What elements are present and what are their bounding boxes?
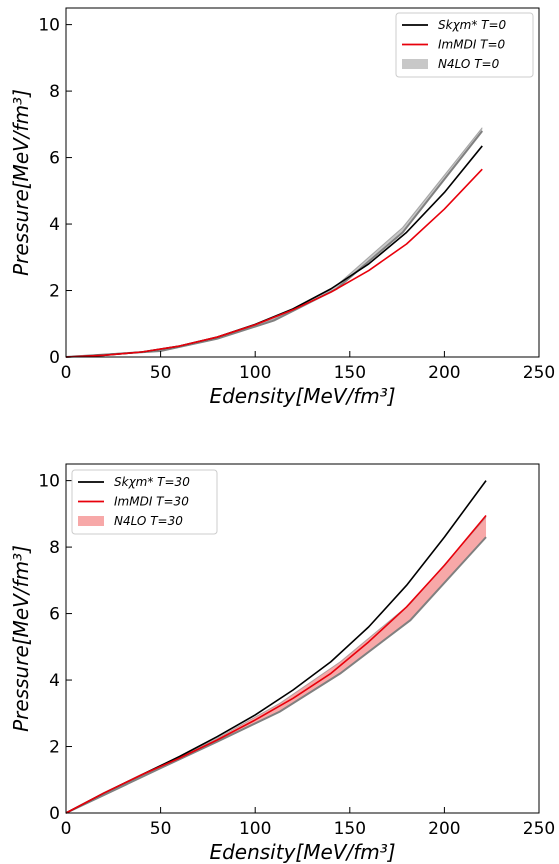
y-axis-label: Pressure[MeV/fm³] — [9, 89, 33, 276]
series-line-1 — [65, 515, 487, 814]
legend-swatch — [402, 59, 428, 69]
x-tick-label: 200 — [428, 819, 460, 839]
chart-panel-top: 0 50 100 150 200 250 0 2 4 6 8 10 Edensity[MeV/fm³] P… — [9, 7, 555, 408]
y-tick-label: 6 — [49, 149, 60, 169]
series-band-edge-2 — [65, 130, 484, 358]
y-tick-label: 2 — [49, 738, 60, 758]
legend-box — [395, 12, 534, 78]
y-tick-label: 0 — [49, 804, 60, 824]
x-axis-label: Edensity[MeV/fm³] — [209, 840, 395, 864]
series-band-edge-2 — [65, 536, 487, 814]
legend-label: ImMDI T=0 — [438, 38, 506, 52]
legend-label: Skχm* T=0 — [438, 18, 507, 32]
x-tick-label: 50 — [150, 363, 172, 383]
series-line-1 — [65, 168, 483, 358]
legend-label: N4LO T=0 — [438, 57, 500, 71]
legend-swatch — [78, 516, 104, 526]
x-tick-label: 250 — [523, 819, 555, 839]
x-tick-label: 50 — [150, 819, 172, 839]
x-tick-label: 100 — [239, 819, 271, 839]
x-axis-label: Edensity[MeV/fm³] — [209, 384, 395, 408]
y-tick-label: 0 — [49, 348, 60, 368]
y-tick-label: 8 — [49, 538, 60, 558]
legend-box — [71, 469, 218, 535]
x-tick-label: 150 — [334, 819, 366, 839]
x-tick-label: 250 — [523, 363, 555, 383]
legend-label: N4LO T=30 — [114, 514, 183, 528]
legend-label: Skχm* T=30 — [114, 475, 190, 489]
axes-frame — [65, 7, 540, 358]
series-band-2 — [66, 127, 483, 358]
chart-panel-bottom: 0 50 100 150 200 250 0 2 4 6 8 10 Edensity[MeV/fm³] P… — [9, 463, 555, 864]
x-tick-label: 0 — [61, 363, 72, 383]
y-tick-label: 8 — [49, 82, 60, 102]
series-line-0 — [65, 145, 483, 358]
series-band-edge-upper-2 — [65, 127, 483, 358]
y-tick-label: 4 — [49, 215, 60, 235]
y-tick-label: 6 — [49, 605, 60, 625]
legend-label: ImMDI T=30 — [114, 495, 189, 509]
y-axis-label: Pressure[MeV/fm³] — [9, 545, 33, 732]
series-band-2 — [66, 517, 487, 813]
axes-frame — [65, 463, 540, 814]
x-tick-label: 100 — [239, 363, 271, 383]
y-tick-label: 10 — [38, 472, 60, 492]
series-band-edge-upper-2 — [65, 516, 487, 814]
y-tick-label: 4 — [49, 671, 60, 691]
x-tick-label: 200 — [428, 363, 460, 383]
x-tick-label: 150 — [334, 363, 366, 383]
y-tick-label: 10 — [38, 16, 60, 36]
x-tick-label: 0 — [61, 819, 72, 839]
y-tick-label: 2 — [49, 282, 60, 302]
